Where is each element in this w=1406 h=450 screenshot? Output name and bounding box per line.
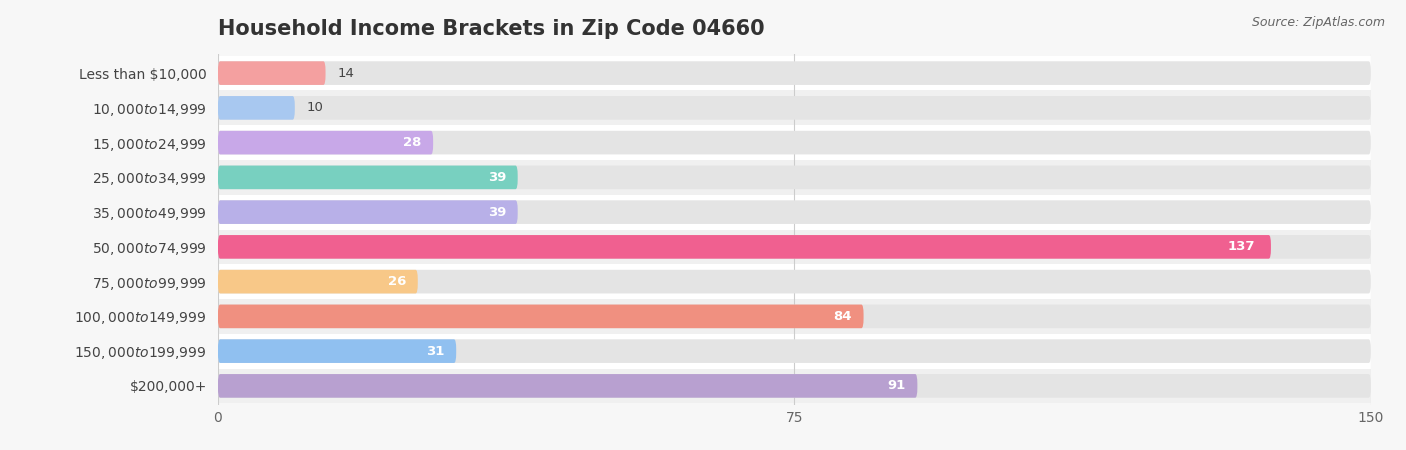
FancyBboxPatch shape — [218, 305, 863, 328]
Text: 14: 14 — [337, 67, 354, 80]
Text: 10: 10 — [307, 101, 323, 114]
FancyBboxPatch shape — [218, 200, 517, 224]
FancyBboxPatch shape — [218, 131, 1371, 154]
Text: 26: 26 — [388, 275, 406, 288]
FancyBboxPatch shape — [218, 96, 1371, 120]
FancyBboxPatch shape — [218, 96, 295, 120]
Text: 84: 84 — [834, 310, 852, 323]
FancyBboxPatch shape — [218, 56, 1371, 90]
FancyBboxPatch shape — [218, 131, 433, 154]
FancyBboxPatch shape — [218, 230, 1371, 264]
FancyBboxPatch shape — [218, 235, 1371, 259]
FancyBboxPatch shape — [218, 339, 1371, 363]
Text: 91: 91 — [887, 379, 905, 392]
FancyBboxPatch shape — [218, 235, 1271, 259]
FancyBboxPatch shape — [218, 299, 1371, 334]
Text: 28: 28 — [404, 136, 422, 149]
FancyBboxPatch shape — [218, 369, 1371, 403]
FancyBboxPatch shape — [218, 61, 326, 85]
FancyBboxPatch shape — [218, 166, 517, 189]
FancyBboxPatch shape — [218, 200, 1371, 224]
FancyBboxPatch shape — [218, 125, 1371, 160]
FancyBboxPatch shape — [218, 90, 1371, 125]
Text: 137: 137 — [1227, 240, 1256, 253]
FancyBboxPatch shape — [218, 264, 1371, 299]
FancyBboxPatch shape — [218, 374, 917, 398]
Text: Source: ZipAtlas.com: Source: ZipAtlas.com — [1251, 16, 1385, 29]
FancyBboxPatch shape — [218, 61, 1371, 85]
FancyBboxPatch shape — [218, 166, 1371, 189]
FancyBboxPatch shape — [218, 334, 1371, 369]
FancyBboxPatch shape — [218, 195, 1371, 230]
FancyBboxPatch shape — [218, 270, 418, 293]
Text: Household Income Brackets in Zip Code 04660: Household Income Brackets in Zip Code 04… — [218, 18, 765, 39]
FancyBboxPatch shape — [218, 339, 456, 363]
FancyBboxPatch shape — [218, 160, 1371, 195]
FancyBboxPatch shape — [218, 270, 1371, 293]
Text: 31: 31 — [426, 345, 444, 358]
FancyBboxPatch shape — [218, 374, 1371, 398]
Text: 39: 39 — [488, 171, 506, 184]
FancyBboxPatch shape — [218, 305, 1371, 328]
Text: 39: 39 — [488, 206, 506, 219]
